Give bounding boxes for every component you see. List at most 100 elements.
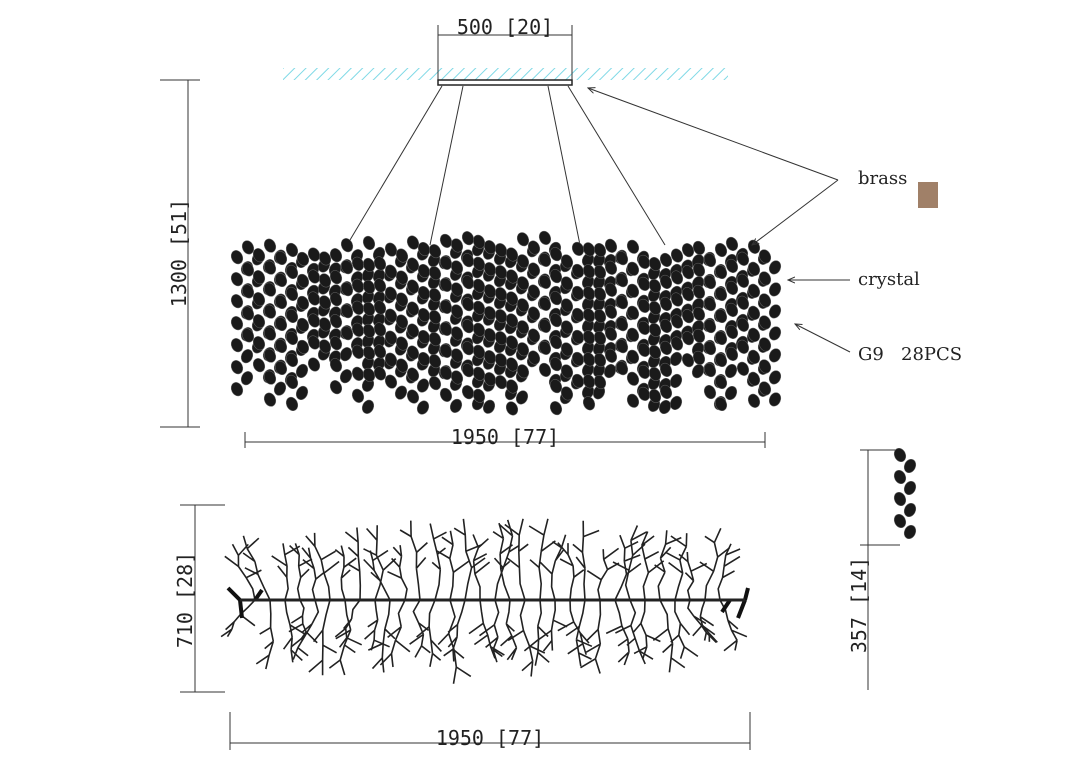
crystal-leaf (450, 260, 464, 275)
crystal-leaf (725, 236, 739, 251)
crystal-leaf (340, 326, 354, 341)
crystal-leaf (637, 342, 651, 357)
crystal-leaf (758, 315, 772, 330)
crystal-leaf (230, 250, 244, 265)
crystal-leaf (593, 287, 607, 302)
crystal-leaf (571, 329, 585, 344)
crystal-leaf (747, 393, 761, 408)
crystal-leaf (571, 241, 585, 256)
crystal-leaf (659, 296, 673, 311)
crystal-leaf (450, 370, 464, 385)
branch (288, 599, 318, 644)
crystal-leaf (893, 491, 907, 507)
branch (379, 599, 411, 668)
crystal-leaf (373, 366, 387, 381)
crystal-leaf (725, 324, 739, 339)
crystal-leaf (714, 287, 728, 302)
crystal-leaf (725, 302, 739, 317)
crystal-leaf (461, 275, 475, 290)
crystal-leaf (604, 238, 618, 253)
crystal-leaf (560, 276, 574, 291)
crystal-leaf (768, 304, 782, 319)
crystal-leaf (428, 376, 442, 391)
crystal-leaf (571, 263, 585, 278)
brass-swatch (918, 182, 938, 208)
crystal-leaf (747, 327, 761, 342)
crystal-leaf (494, 243, 508, 258)
crystal-leaf (406, 257, 420, 272)
canopy-width: 500 [20] (457, 15, 553, 39)
branch (242, 535, 271, 601)
crystal-leaf (703, 275, 717, 290)
branch (652, 599, 686, 673)
crystal-leaf (692, 350, 706, 365)
crystal-leaf (240, 349, 254, 364)
branch (472, 534, 491, 600)
crystal-leaf (758, 337, 772, 352)
crystal-leaf (703, 341, 717, 356)
crystal-leaf (230, 272, 244, 287)
crystal-leaf (450, 238, 464, 253)
crystal-leaf (603, 364, 617, 379)
crystal-leaf (384, 286, 398, 301)
crystal-leaf (549, 313, 563, 328)
crystal-leaf (736, 273, 750, 288)
crystal-leaf (582, 264, 596, 279)
crystal-leaf (494, 375, 508, 390)
crystal-leaf (417, 308, 431, 323)
crystal-leaf (329, 314, 343, 329)
crystal-leaf (395, 314, 409, 329)
crystal-leaf (648, 301, 662, 316)
crystal-leaf (384, 308, 398, 323)
crystal-leaf (758, 249, 772, 264)
branch (479, 599, 503, 663)
crystal-leaf (516, 298, 530, 313)
branch (493, 519, 520, 601)
crystal-leaf (285, 286, 299, 301)
crystal-leaf (373, 278, 387, 293)
crystal-leaf (329, 292, 343, 307)
crystal-leaf (714, 309, 728, 324)
crystal-leaf (903, 480, 917, 496)
crystal-leaf (361, 399, 375, 414)
branch (437, 599, 472, 684)
crystal-leaf (736, 251, 750, 266)
crystal-leaf (560, 364, 574, 379)
crystal-leaf (296, 317, 310, 332)
crystal-leaf (340, 238, 354, 253)
crystal-leaf (538, 362, 552, 377)
crystal-leaf (450, 326, 464, 341)
crystal-leaf (252, 270, 266, 285)
crystal-leaf (736, 339, 750, 354)
crystal-leaf (659, 362, 673, 377)
branch (271, 543, 301, 601)
crystal-leaf (285, 330, 299, 345)
branch (220, 599, 256, 638)
crystal-leaf (417, 330, 431, 345)
branch (363, 549, 391, 601)
branch (687, 599, 717, 643)
crystal-leaf (439, 343, 453, 358)
crystal-leaf (263, 260, 277, 275)
crystal-leaf (593, 375, 607, 390)
crystal-leaf (483, 306, 497, 321)
front-view: 500 [20] 1300 [51] 1950 [77] (160, 15, 782, 449)
crystal-leaf (483, 372, 497, 387)
crystal-leaf (648, 389, 662, 404)
crystal-leaf (263, 282, 277, 297)
crystal-leaf (417, 352, 431, 367)
branch (500, 599, 518, 661)
crystal-leaf (461, 297, 475, 312)
crystal-leaf (240, 371, 254, 386)
crystal-leaf (230, 294, 244, 309)
crystal-leaf (571, 307, 585, 322)
crystal-leaf (505, 313, 519, 328)
crystal-leaf (593, 353, 607, 368)
crystal-leaf (494, 331, 508, 346)
crystal-leaf (406, 279, 420, 294)
crystal-leaf (461, 319, 475, 334)
crystal-leaf (472, 300, 486, 315)
crystal-leaf (538, 296, 552, 311)
single-strand (893, 447, 917, 540)
crystal-leaf (549, 247, 563, 262)
